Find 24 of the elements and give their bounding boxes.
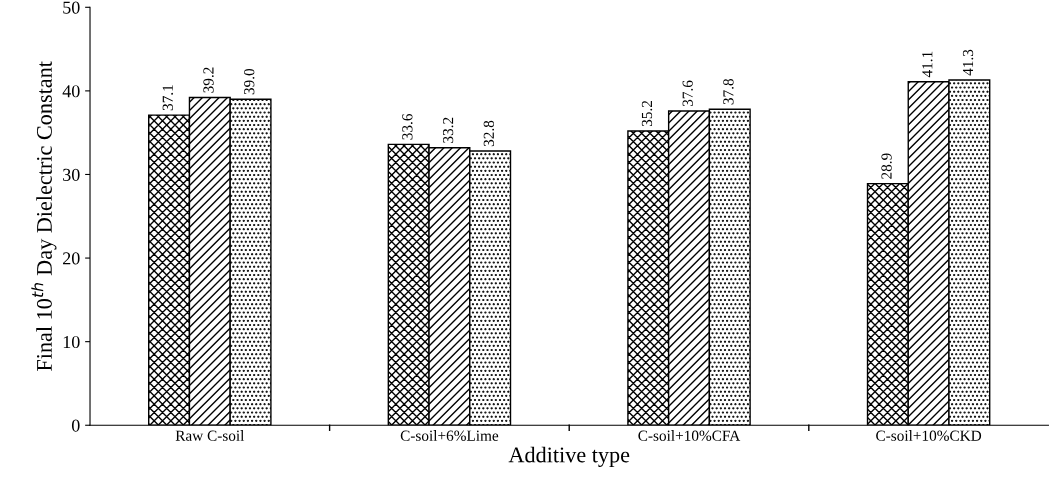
data-label: 33.2 [442, 117, 454, 143]
x-tick-label: C-soil+6%Lime [400, 430, 499, 441]
y-tick-label: 0 [71, 419, 80, 432]
y-tick-label: 40 [62, 85, 80, 98]
y-tick-label: 20 [63, 252, 80, 265]
x-tick-label: C-soil+10%CFA [638, 430, 741, 441]
data-label: 33.6 [402, 113, 413, 140]
y-tick-label: 30 [63, 168, 80, 181]
data-label: 37.1 [162, 85, 173, 111]
data-label: 41.3 [962, 49, 974, 76]
y-axis-title: Final 10$^{th}$ Day Dielectric Constant [31, 61, 57, 371]
y-tick-label: 10 [63, 335, 80, 349]
x-tick-label: Raw C-soil [175, 430, 245, 441]
x-axis-title: Additive type [508, 446, 630, 467]
data-label: 28.9 [881, 153, 892, 179]
data-label: 39.0 [244, 68, 255, 95]
y-tick-label: 50 [63, 1, 80, 14]
data-label: 37.6 [682, 80, 693, 107]
data-label: 37.8 [723, 78, 734, 105]
data-label: 41.1 [922, 51, 933, 78]
x-tick-label: C-soil+10%CKD [876, 430, 982, 441]
data-label: 32.8 [483, 120, 495, 147]
data-label: 39.2 [203, 67, 214, 93]
data-label: 35.2 [641, 100, 653, 127]
